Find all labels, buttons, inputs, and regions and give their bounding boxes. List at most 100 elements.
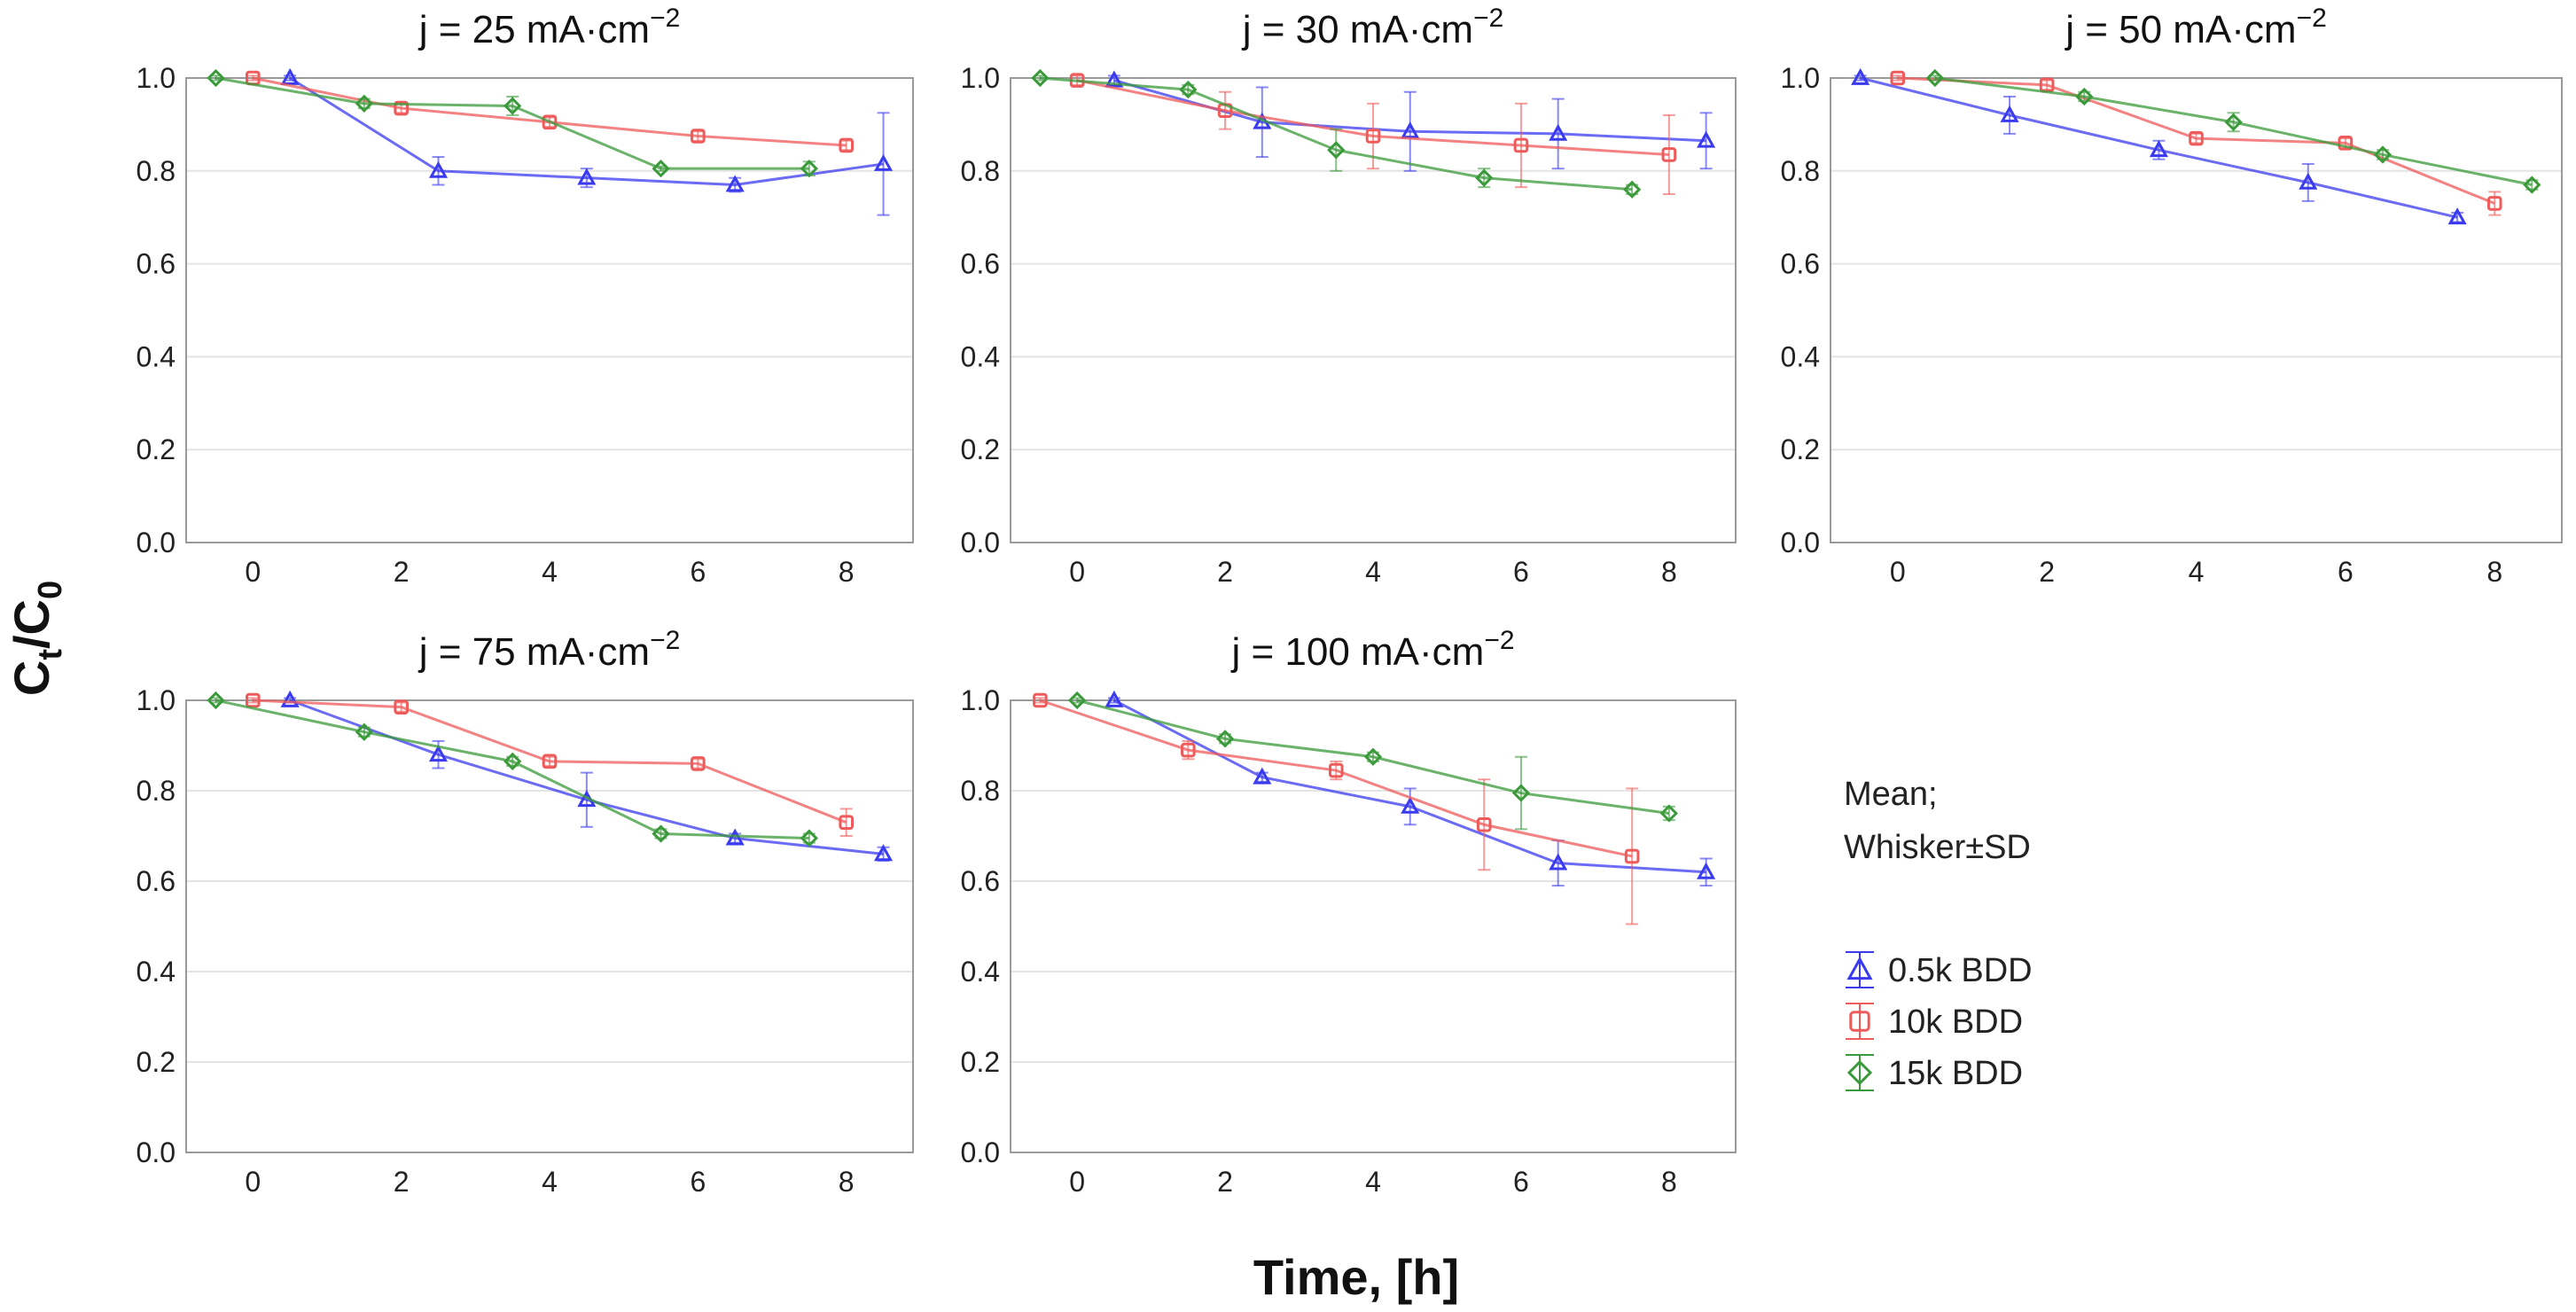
y-tick-label: 0.0 <box>961 1136 1000 1168</box>
y-tick-label: 0.8 <box>961 155 1000 187</box>
series-10k-bdd <box>1890 70 2502 216</box>
data-point <box>2075 87 2094 106</box>
y-tick-label: 1.0 <box>137 684 176 716</box>
plot-frame <box>185 77 914 543</box>
y-tick-label: 0.6 <box>137 248 176 280</box>
legend-note-line1: Mean; <box>1844 776 1938 813</box>
y-axis-label: Ct/C0 <box>4 581 69 696</box>
data-point <box>1661 147 1677 162</box>
y-tick-label: 0.6 <box>1781 248 1820 280</box>
y-tick-label: 0.4 <box>961 956 1000 988</box>
x-tick-label: 6 <box>690 1166 706 1198</box>
y-tick-label: 0.8 <box>137 155 176 187</box>
data-point <box>1513 137 1529 153</box>
series-15k-bdd <box>207 691 818 847</box>
data-point <box>246 692 261 708</box>
legend-items: 0.5k BDD 10k BDD 15k BDD <box>1846 951 2033 1092</box>
data-point <box>1476 816 1492 832</box>
data-point <box>691 756 706 771</box>
x-tick-label: 0 <box>1890 556 1906 588</box>
x-tick-label: 4 <box>1365 1166 1381 1198</box>
chart-panel-4: 0.0 0.2 0.4 0.6 0.8 1.0 0 2 4 6 8 j = 75 mA·cm−2 <box>137 626 914 1198</box>
data-point <box>2373 145 2393 164</box>
x-tick-label: 2 <box>394 556 410 588</box>
data-point <box>2523 176 2541 194</box>
series-15k-bdd <box>207 68 818 178</box>
data-point <box>280 690 300 707</box>
y-tick-label: 0.0 <box>1781 527 1820 558</box>
data-point <box>428 745 449 762</box>
y-tick-label: 0.6 <box>137 865 176 897</box>
x-tick-label: 0 <box>245 556 261 588</box>
y-tick-label: 0.0 <box>137 1136 176 1168</box>
data-point <box>652 824 670 843</box>
series-0-5k-bdd <box>280 67 894 216</box>
chart-title: j = 100 mA·cm−2 <box>1229 626 1514 674</box>
series-0-5k-bdd <box>1105 70 1716 172</box>
x-tick-label: 4 <box>2189 556 2205 588</box>
data-point <box>2189 130 2204 146</box>
chart-panel-5: 0.0 0.2 0.4 0.6 0.8 1.0 0 2 4 6 8 j = 100 mA·cm−2 <box>961 626 1737 1198</box>
chart-panel-3: 0.0 0.2 0.4 0.6 0.8 1.0 0 2 4 6 8 j = 50 mA·cm−2 <box>1781 4 2563 588</box>
x-tick-label: 8 <box>839 1166 855 1198</box>
x-tick-label: 0 <box>1069 556 1085 588</box>
legend-label: 0.5k BDD <box>1888 952 2033 989</box>
legend-label: 10k BDD <box>1888 1004 2023 1041</box>
data-point <box>1105 70 1124 88</box>
data-point <box>1659 804 1678 823</box>
data-point <box>2447 207 2467 225</box>
series-0-5k-bdd <box>1851 67 2467 225</box>
data-point <box>2149 140 2168 158</box>
data-point <box>839 815 854 831</box>
data-point <box>2224 113 2243 131</box>
data-point <box>428 160 449 178</box>
data-point <box>542 754 558 769</box>
y-tick-label: 0.8 <box>961 775 1000 807</box>
data-point <box>1549 123 1568 141</box>
x-tick-label: 4 <box>1365 556 1381 588</box>
data-point <box>1031 68 1050 88</box>
y-tick-label: 0.4 <box>961 340 1000 372</box>
data-point <box>873 153 894 171</box>
legend-item-2: 10k BDD <box>1846 1003 2023 1041</box>
y-tick-label: 1.0 <box>961 62 1000 94</box>
data-point <box>1925 68 1944 88</box>
data-point <box>1623 180 1642 199</box>
x-tick-label: 2 <box>1217 556 1233 588</box>
x-tick-label: 8 <box>1661 556 1677 588</box>
plot-frame <box>185 699 914 1153</box>
y-tick-label: 1.0 <box>1781 62 1820 94</box>
data-point <box>725 175 745 192</box>
data-point <box>355 94 373 113</box>
data-point <box>725 828 745 846</box>
chart-panel-1: 0.0 0.2 0.4 0.6 0.8 1.0 0 2 4 6 8 j = 25 mA·cm−2 <box>137 4 914 588</box>
data-point <box>207 68 225 88</box>
y-tick-label: 0.4 <box>137 340 176 372</box>
legend-marker <box>1846 956 1873 980</box>
data-point <box>1181 742 1196 758</box>
plot-frame <box>1010 77 1737 543</box>
series-0-5k-bdd <box>280 690 894 863</box>
y-tick-label: 1.0 <box>961 684 1000 716</box>
data-point <box>2000 105 2019 122</box>
data-point <box>394 100 409 116</box>
legend-label: 15k BDD <box>1888 1055 2023 1092</box>
chart-title: j = 75 mA·cm−2 <box>418 626 681 674</box>
data-point <box>2299 172 2318 190</box>
data-point <box>1365 129 1381 144</box>
y-tick-label: 0.0 <box>961 527 1000 558</box>
y-tick-label: 0.0 <box>137 527 176 558</box>
data-point <box>1890 70 1906 86</box>
data-point <box>503 97 522 115</box>
data-point <box>1401 796 1420 814</box>
x-tick-label: 0 <box>1069 1166 1085 1198</box>
series-line <box>1113 699 1706 874</box>
x-tick-label: 6 <box>1513 1166 1529 1198</box>
series-15k-bdd <box>1925 68 2541 194</box>
chart-title: j = 30 mA·cm−2 <box>1241 4 1504 51</box>
data-point <box>1215 730 1235 748</box>
y-tick-label: 0.2 <box>137 433 176 465</box>
data-point <box>1511 784 1531 802</box>
x-tick-label: 4 <box>542 556 558 588</box>
data-point <box>1033 692 1048 708</box>
